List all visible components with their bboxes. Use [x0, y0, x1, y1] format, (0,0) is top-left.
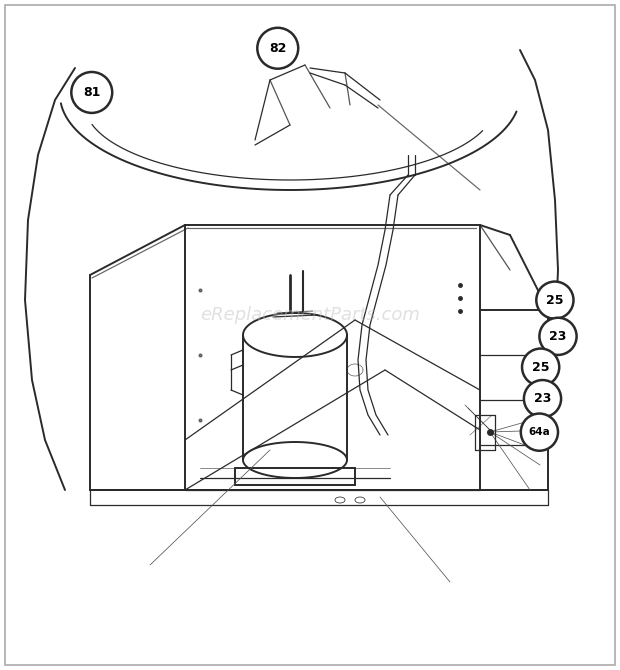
Text: 81: 81 [83, 86, 100, 99]
Circle shape [71, 72, 112, 113]
Circle shape [522, 348, 559, 386]
Text: 23: 23 [549, 330, 567, 343]
Circle shape [536, 281, 574, 319]
Text: 25: 25 [546, 293, 564, 307]
Text: eReplacementParts.com: eReplacementParts.com [200, 306, 420, 324]
Circle shape [521, 413, 558, 451]
Circle shape [257, 27, 298, 69]
Text: 64a: 64a [528, 427, 551, 437]
Text: 23: 23 [534, 392, 551, 405]
Circle shape [524, 380, 561, 417]
Text: 82: 82 [269, 42, 286, 55]
Circle shape [539, 318, 577, 355]
Text: 25: 25 [532, 360, 549, 374]
